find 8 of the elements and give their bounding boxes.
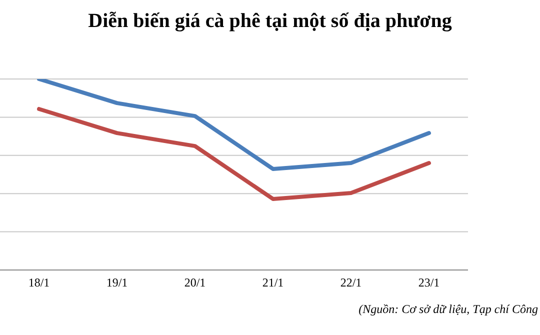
x-tick-label: 19/1 [106, 276, 128, 290]
x-tick-label: 21/1 [262, 276, 284, 290]
x-tick-label: 23/1 [418, 276, 440, 290]
x-tick-label: 18/1 [28, 276, 50, 290]
x-tick-label: 20/1 [184, 276, 206, 290]
text: (Nguồn: Cơ sở dữ liệu, Tạp chí Công [358, 302, 538, 317]
chart-title: Diễn biến giá cà phê tại một số địa phương [87, 10, 453, 33]
x-tick-label: 22/1 [340, 276, 362, 290]
